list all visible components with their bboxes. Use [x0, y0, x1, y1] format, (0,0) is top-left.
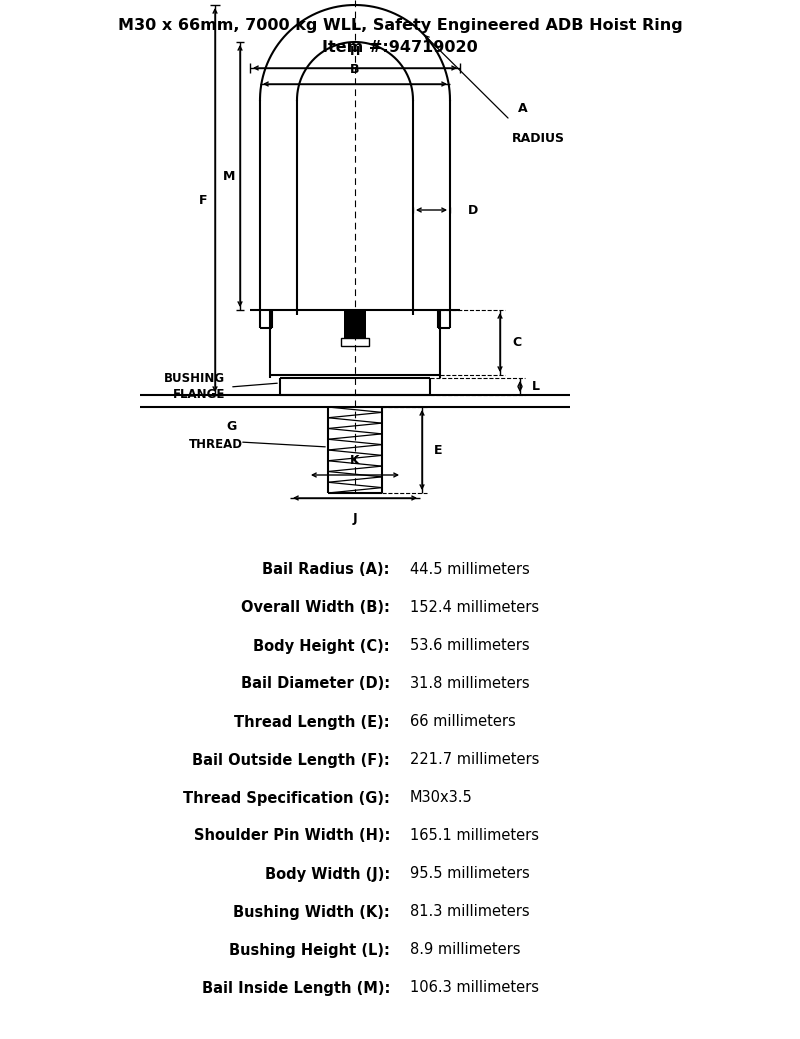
Text: L: L	[532, 380, 540, 393]
Text: Bail Radius (A):: Bail Radius (A):	[262, 562, 390, 578]
Text: J: J	[353, 512, 358, 525]
Text: FLANGE: FLANGE	[173, 389, 225, 401]
Text: Thread Specification (G):: Thread Specification (G):	[183, 791, 390, 805]
Bar	[344, 310, 366, 338]
Text: 152.4 millimeters: 152.4 millimeters	[410, 601, 539, 615]
Text: Shoulder Pin Width (H):: Shoulder Pin Width (H):	[194, 828, 390, 844]
Text: Body Width (J):: Body Width (J):	[265, 867, 390, 881]
Text: H: H	[350, 45, 360, 58]
Text: Thread Length (E):: Thread Length (E):	[234, 715, 390, 729]
Text: 8.9 millimeters: 8.9 millimeters	[410, 942, 521, 958]
Text: D: D	[468, 204, 478, 216]
Text: E: E	[434, 444, 442, 456]
Text: B: B	[350, 63, 360, 76]
Text: M30 x 66mm, 7000 kg WLL, Safety Engineered ADB Hoist Ring: M30 x 66mm, 7000 kg WLL, Safety Engineer…	[118, 18, 682, 33]
Text: 95.5 millimeters: 95.5 millimeters	[410, 867, 530, 881]
Text: G: G	[226, 421, 237, 433]
Text: Item #:94719020: Item #:94719020	[322, 39, 478, 55]
Text: 66 millimeters: 66 millimeters	[410, 715, 516, 729]
Text: C: C	[512, 336, 521, 349]
Text: M: M	[222, 169, 235, 183]
Text: K: K	[350, 454, 360, 467]
Text: 221.7 millimeters: 221.7 millimeters	[410, 752, 539, 768]
Text: M30x3.5: M30x3.5	[410, 791, 473, 805]
Text: 81.3 millimeters: 81.3 millimeters	[410, 905, 530, 920]
Text: Bail Inside Length (M):: Bail Inside Length (M):	[202, 981, 390, 995]
Text: Bail Outside Length (F):: Bail Outside Length (F):	[192, 752, 390, 768]
Text: F: F	[198, 193, 207, 207]
Text: Bushing Height (L):: Bushing Height (L):	[229, 942, 390, 958]
Text: 106.3 millimeters: 106.3 millimeters	[410, 981, 539, 995]
Text: Bail Diameter (D):: Bail Diameter (D):	[241, 676, 390, 692]
Text: A: A	[518, 102, 528, 115]
Text: 44.5 millimeters: 44.5 millimeters	[410, 562, 530, 578]
Text: 53.6 millimeters: 53.6 millimeters	[410, 639, 530, 654]
Text: 165.1 millimeters: 165.1 millimeters	[410, 828, 539, 844]
Text: RADIUS: RADIUS	[512, 132, 565, 145]
Text: Body Height (C):: Body Height (C):	[254, 639, 390, 654]
Text: BUSHING: BUSHING	[164, 373, 225, 385]
Text: Bushing Width (K):: Bushing Width (K):	[234, 905, 390, 920]
Text: 31.8 millimeters: 31.8 millimeters	[410, 676, 530, 692]
Text: THREAD: THREAD	[189, 438, 243, 452]
Text: Overall Width (B):: Overall Width (B):	[241, 601, 390, 615]
Bar	[341, 338, 369, 346]
